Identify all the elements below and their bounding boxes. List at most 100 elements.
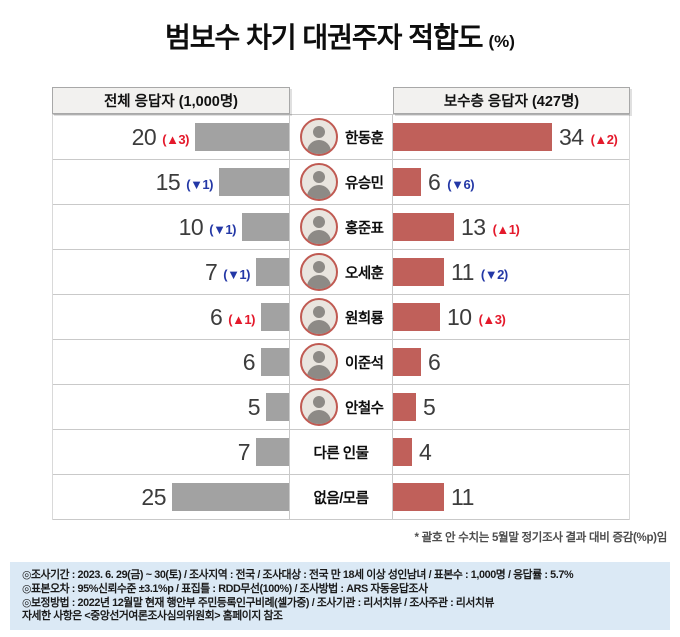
column-headers: 전체 응답자 (1,000명) 보수층 응답자 (427명) <box>52 87 630 114</box>
candidate-name: 없음/모름 <box>313 490 369 507</box>
conservative-change: (▼6) <box>447 176 475 192</box>
table-row: 5 안철수 5 <box>53 385 629 430</box>
conservative-bar <box>393 168 421 196</box>
overall-value: 7 <box>204 258 218 285</box>
candidate-name: 오세훈 <box>345 265 384 282</box>
survey-info-line: ◎조사기간 : 2023. 6. 29(금) ~ 30(토) / 조사지역 : … <box>22 569 574 581</box>
candidate-cell: 안철수 <box>290 385 393 429</box>
header-gap <box>290 87 393 114</box>
conservative-value: 5 <box>423 393 436 420</box>
candidate-name: 다른 인물 <box>313 445 369 462</box>
overall-change: (▲1) <box>228 311 255 327</box>
candidate-name: 안철수 <box>345 400 384 417</box>
candidate-photo <box>300 118 338 156</box>
conservative-bar <box>393 393 416 421</box>
survey-info-line: ◎보정방법 : 2022년 12월말 현재 행안부 주민등록인구비례(셀가중) … <box>22 596 495 609</box>
overall-cell: 7 (▼1) <box>53 250 290 294</box>
conservative-cell: 5 <box>393 385 629 429</box>
overall-bar <box>261 303 289 331</box>
overall-value: 15 <box>155 168 181 195</box>
conservative-bar <box>393 483 444 511</box>
table-row: 10 (▼1) 홍준표 13 (▲1) <box>53 205 629 250</box>
candidate-cell: 오세훈 <box>290 250 393 294</box>
candidate-photo <box>300 208 338 246</box>
overall-change: (▲3) <box>162 131 189 147</box>
conservative-bar <box>393 348 421 376</box>
conservative-bar <box>393 123 552 151</box>
conservative-value: 6 <box>428 348 441 375</box>
candidate-name: 홍준표 <box>345 220 384 237</box>
overall-value: 25 <box>141 483 166 510</box>
overall-value: 6 <box>242 348 256 375</box>
candidate-cell: 없음/모름 <box>290 475 393 519</box>
conservative-cell: 11 <box>393 475 629 519</box>
overall-value: 7 <box>237 438 251 465</box>
conservative-change: (▲1) <box>492 221 520 237</box>
conservative-cell: 11 (▼2) <box>393 250 629 294</box>
conservative-cell: 4 <box>393 430 629 474</box>
overall-value: 20 <box>131 123 157 150</box>
overall-bar <box>242 213 289 241</box>
table-row: 7 다른 인물 4 <box>53 430 629 475</box>
candidate-cell: 홍준표 <box>290 205 393 249</box>
overall-cell: 10 (▼1) <box>53 205 290 249</box>
overall-cell: 7 <box>53 430 290 474</box>
survey-info-line: 자세한 사항은 <중앙선거여론조사심의위원회> 홈페이지 참조 <box>22 610 283 623</box>
poll-chart: 전체 응답자 (1,000명) 보수층 응답자 (427명) 20 (▲3) 한… <box>52 87 630 520</box>
candidate-cell: 유승민 <box>290 160 393 204</box>
table-row: 15 (▼1) 유승민 6 (▼6) <box>53 160 629 205</box>
candidate-name: 이준석 <box>345 355 384 372</box>
overall-change: (▼1) <box>186 176 213 192</box>
overall-change: (▼1) <box>223 266 250 282</box>
candidate-cell: 이준석 <box>290 340 393 384</box>
overall-value: 10 <box>178 213 204 240</box>
conservative-bar <box>393 258 444 286</box>
conservative-change: (▼2) <box>480 266 508 282</box>
candidate-cell: 원희룡 <box>290 295 393 339</box>
survey-info-line: ◎표본오차 : 95%신뢰수준 ±3.1%p / 표집틀 : RDD무선(100… <box>22 582 428 595</box>
header-conservative-respondents: 보수층 응답자 (427명) <box>393 87 630 114</box>
overall-cell: 15 (▼1) <box>53 160 290 204</box>
candidate-cell: 다른 인물 <box>290 430 393 474</box>
chart-title-unit: (%) <box>488 32 515 51</box>
candidate-photo <box>300 253 338 291</box>
overall-change: (▼1) <box>209 221 236 237</box>
table-row: 6 이준석 6 <box>53 340 629 385</box>
header-all-respondents: 전체 응답자 (1,000명) <box>52 87 290 114</box>
overall-value: 5 <box>247 393 261 420</box>
conservative-change: (▲2) <box>590 131 618 147</box>
page-title: 범보수 차기 대권주자 적합도 (%) <box>0 16 680 56</box>
overall-bar <box>219 168 289 196</box>
candidate-photo <box>300 298 338 336</box>
conservative-value: 13 <box>461 213 486 240</box>
overall-bar <box>261 348 289 376</box>
chart-title: 범보수 차기 대권주자 적합도 <box>165 22 483 53</box>
conservative-value: 11 <box>451 483 474 510</box>
overall-bar <box>172 483 289 511</box>
candidate-photo <box>300 388 338 426</box>
conservative-cell: 13 (▲1) <box>393 205 629 249</box>
conservative-cell: 6 (▼6) <box>393 160 629 204</box>
candidate-cell: 한동훈 <box>290 115 393 159</box>
conservative-value: 6 <box>428 168 441 195</box>
table-row: 20 (▲3) 한동훈 34 (▲2) <box>53 115 629 160</box>
overall-cell: 6 <box>53 340 290 384</box>
candidate-photo <box>300 343 338 381</box>
conservative-change: (▲3) <box>478 311 506 327</box>
overall-bar <box>256 258 289 286</box>
conservative-cell: 6 <box>393 340 629 384</box>
table-row: 25 없음/모름 11 <box>53 475 629 520</box>
overall-bar <box>266 393 289 421</box>
table-row: 6 (▲1) 원희룡 10 (▲3) <box>53 295 629 340</box>
parenthesis-footnote: * 괄호 안 수치는 5월말 정기조사 결과 대비 증감(%p)임 <box>414 532 668 544</box>
conservative-bar <box>393 303 440 331</box>
overall-value: 6 <box>209 303 223 330</box>
overall-cell: 20 (▲3) <box>53 115 290 159</box>
conservative-value: 4 <box>419 438 432 465</box>
conservative-bar <box>393 213 454 241</box>
overall-cell: 5 <box>53 385 290 429</box>
conservative-value: 34 <box>559 123 584 150</box>
table-row: 7 (▼1) 오세훈 11 (▼2) <box>53 250 629 295</box>
conservative-value: 11 <box>451 258 474 285</box>
survey-info-box: ◎조사기간 : 2023. 6. 29(금) ~ 30(토) / 조사지역 : … <box>10 562 670 630</box>
